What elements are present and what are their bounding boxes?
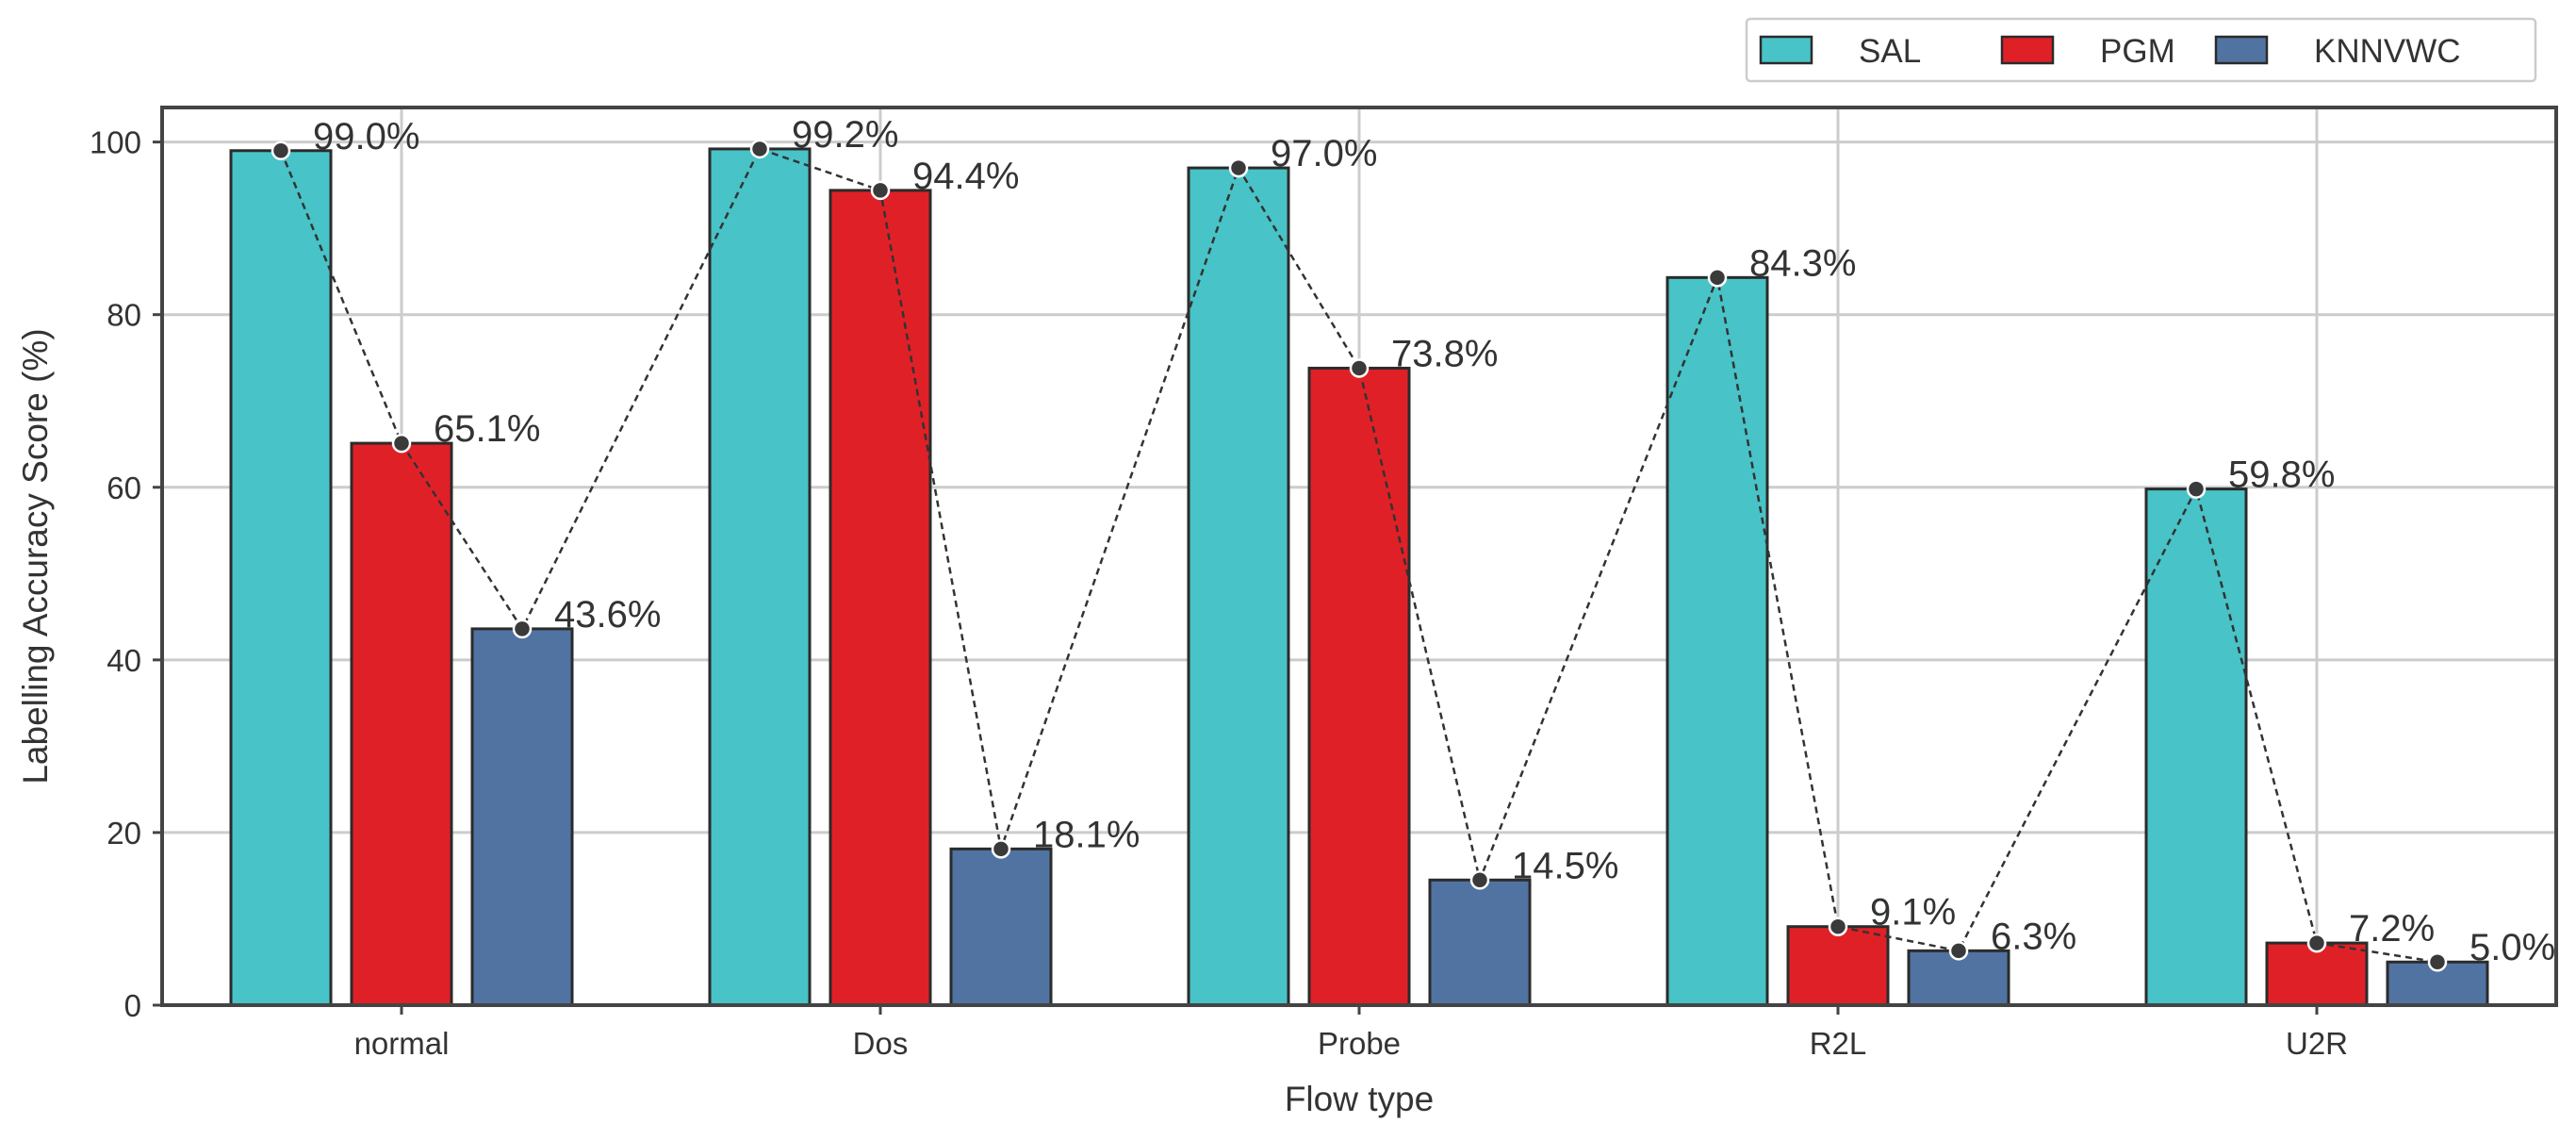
connector-marker [1469,870,1490,890]
legend-label-sal: SAL [1859,33,1921,70]
bar-sal-probe [1187,166,1290,1007]
data-label-pgm-u2r: 7.2% [2349,908,2435,950]
legend-swatch-knnvwc [2214,35,2269,65]
legend-box [1745,17,2537,83]
connector-marker [2427,951,2448,972]
connector-line [271,139,2448,972]
x-tick-label: Probe [1318,1026,1401,1061]
legend-label-pgm: PGM [2100,33,2175,70]
connector-marker [512,619,533,639]
bar-sal-dos [708,147,812,1007]
connector-marker [391,433,412,454]
data-label-knnvwc-r2l: 6.3% [1991,916,2076,957]
legend-label-knnvwc: KNNVWC [2314,33,2461,70]
connector-polyline [279,147,2438,964]
data-label-pgm-normal: 65.1% [434,408,540,450]
legend-swatch-pgm [2000,35,2055,65]
y-tick-label: 0 [124,988,141,1023]
data-label-sal-normal: 99.0% [313,116,419,157]
x-tick-label: normal [354,1026,450,1061]
data-label-knnvwc-probe: 14.5% [1512,845,1618,886]
connector-marker [991,839,1011,859]
y-tick-label: 40 [107,643,141,678]
bar-pgm-probe [1307,366,1411,1007]
connector-marker [749,139,770,159]
connector-marker [1707,268,1728,288]
connector-marker [1228,157,1249,178]
connector-marker [2186,479,2207,499]
data-label-knnvwc-dos: 18.1% [1033,814,1140,855]
bar-pgm-u2r [2265,941,2369,1007]
data-label-sal-r2l: 84.3% [1749,242,1856,284]
data-label-knnvwc-u2r: 5.0% [2469,927,2555,968]
bar-knnvwc-dos [949,847,1053,1007]
y-axis-title: Labelling Accuracy Score (%) [16,328,55,784]
y-tick-label: 80 [107,298,141,333]
y-tick-label: 100 [90,125,141,160]
bar-pgm-normal [350,441,453,1007]
x-tick-label: U2R [2286,1026,2348,1061]
data-label-pgm-r2l: 9.1% [1870,892,1956,933]
bars [229,147,2489,1007]
connector-marker [1828,917,1848,936]
bar-knnvwc-probe [1428,878,1532,1007]
connector-marker [870,180,891,201]
data-label-pgm-dos: 94.4% [912,156,1019,197]
x-tick-label: R2L [1810,1026,1867,1061]
legend-swatch-sal [1759,35,1813,65]
bar-pgm-r2l [1786,925,1890,1007]
bar-sal-u2r [2144,487,2248,1007]
x-axis-title: Flow type [1285,1080,1434,1118]
connector-marker [2306,933,2327,953]
y-axis-ticks: 0 20 40 60 80 100 [90,125,162,1023]
bar-sal-r2l [1665,275,1769,1007]
connector-marker [271,140,291,161]
connector-marker [1948,941,1969,961]
data-labels: 99.0% 99.2% 97.0% 84.3% 59.8% 65.1% 94.4% 73.8%… [313,114,2555,968]
bar-pgm-dos [829,189,932,1007]
legend: SAL PGM KNNVWC [1745,17,2537,83]
data-label-sal-probe: 97.0% [1271,133,1377,174]
bar-knnvwc-normal [470,627,574,1007]
bar-sal-normal [229,149,333,1007]
data-label-knnvwc-normal: 43.6% [554,594,661,636]
data-label-pgm-probe: 73.8% [1391,333,1498,374]
x-tick-label: Dos [853,1026,909,1061]
x-axis-ticks: normal Dos Probe R2L U2R [354,1005,2348,1061]
data-label-sal-u2r: 59.8% [2228,454,2335,496]
data-label-sal-dos: 99.2% [792,114,898,156]
y-tick-label: 20 [107,816,141,851]
y-tick-label: 60 [107,471,141,505]
connector-marker [1349,358,1370,378]
